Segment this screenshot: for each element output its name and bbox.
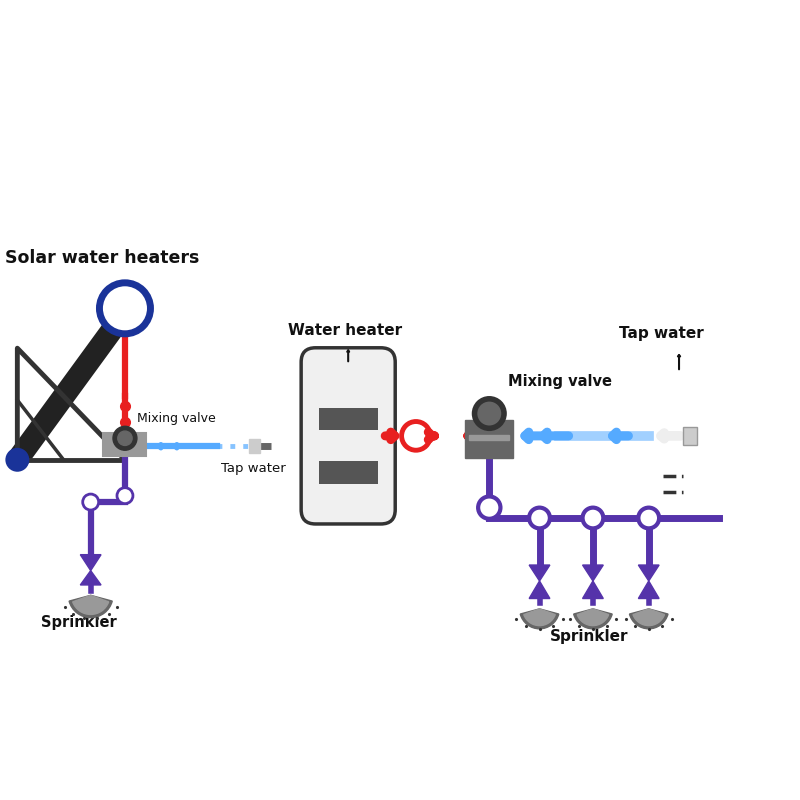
Circle shape — [582, 508, 603, 528]
Polygon shape — [638, 581, 659, 598]
Circle shape — [6, 448, 30, 472]
Circle shape — [82, 494, 98, 510]
Wedge shape — [524, 609, 555, 626]
Wedge shape — [633, 609, 665, 626]
Circle shape — [99, 283, 150, 334]
Wedge shape — [73, 595, 109, 614]
Polygon shape — [529, 565, 550, 581]
Circle shape — [472, 396, 507, 431]
Circle shape — [117, 488, 133, 504]
Circle shape — [529, 508, 550, 528]
Wedge shape — [577, 609, 609, 626]
Circle shape — [113, 426, 137, 450]
Circle shape — [638, 508, 659, 528]
Text: Tap water: Tap water — [221, 462, 286, 474]
Bar — [318, 408, 378, 430]
FancyBboxPatch shape — [301, 348, 395, 524]
Text: Water heater: Water heater — [288, 322, 402, 338]
Polygon shape — [638, 565, 659, 581]
Text: Sprinkler: Sprinkler — [42, 615, 117, 630]
Circle shape — [478, 402, 502, 426]
Bar — [683, 427, 698, 445]
Polygon shape — [80, 554, 101, 570]
Polygon shape — [529, 581, 550, 598]
Polygon shape — [80, 570, 101, 585]
Wedge shape — [630, 609, 668, 629]
Bar — [249, 439, 260, 453]
Bar — [466, 420, 514, 458]
Bar — [470, 435, 510, 440]
Text: Sprinkler: Sprinkler — [550, 629, 628, 644]
Text: Tap water: Tap water — [619, 326, 704, 341]
Wedge shape — [69, 595, 112, 618]
Text: Mixing valve: Mixing valve — [137, 412, 216, 426]
Bar — [318, 462, 378, 484]
Polygon shape — [582, 581, 603, 598]
Circle shape — [118, 431, 132, 446]
Wedge shape — [520, 609, 558, 629]
Circle shape — [478, 497, 501, 518]
Wedge shape — [574, 609, 612, 629]
Text: Mixing valve: Mixing valve — [508, 374, 612, 389]
Polygon shape — [582, 565, 603, 581]
Bar — [103, 434, 146, 456]
Text: Solar water heaters: Solar water heaters — [6, 249, 200, 267]
